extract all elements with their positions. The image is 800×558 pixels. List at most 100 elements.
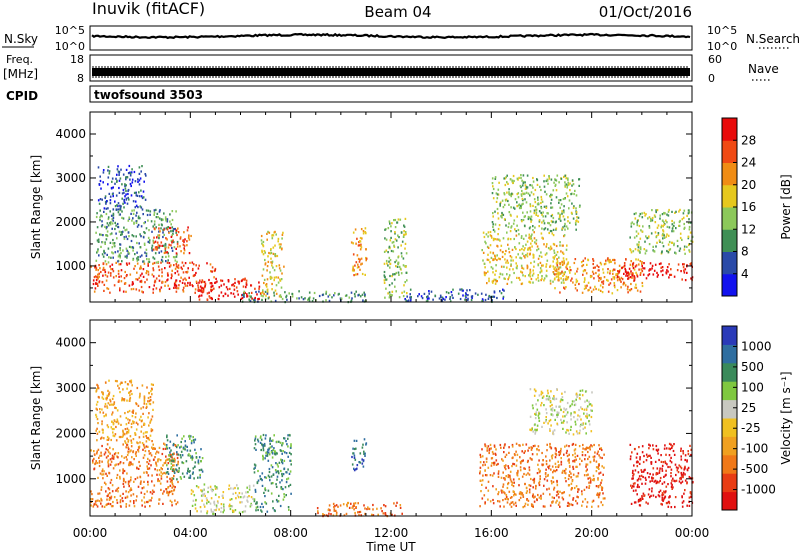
colorbar-segment [722,274,737,297]
colorbar-segment [722,229,737,252]
x-tick-label: 20:00 [574,526,609,540]
scatter-region [90,443,179,508]
scatter-region [98,165,147,211]
colorbar-tick-label: 12 [741,222,756,236]
y-tick-label: 2000 [55,215,86,229]
noise-trace [92,34,690,38]
noise-right-label: N.Search [746,32,800,46]
colorbar-segment [722,492,737,511]
colorbar-tick-label: 25 [741,401,756,415]
time-axis: 00:00 04:00 08:00 12:00 16:00 20:00 00:00 [73,526,710,540]
noise-right-tick-top: 10^5 [707,24,737,37]
noise-left-tick-bottom: 10^0 [55,40,85,53]
colorbar-tick-label: -500 [741,462,768,476]
colorbar-tick-label: -1000 [741,483,776,497]
y-tick-label: 4000 [55,336,86,350]
y-tick-label: 1000 [55,259,86,273]
freq-right-tick-top: 60 [708,53,722,66]
colorbar-segment [722,185,737,208]
freq-left-tick-bottom: 8 [77,72,84,85]
scatter-region [404,288,504,303]
nave-label: Nave [748,62,779,76]
noise-left-tick-top: 10^5 [55,24,85,37]
scatter-region [529,388,593,435]
y-tick-label: 4000 [55,127,86,141]
scatter-region [630,443,694,508]
noise-strip: N.Sky 10^5 10^0 10^5 10^0 N.Search [2,24,800,53]
scatter-region [261,231,285,299]
scatter-region [191,483,255,515]
scatter-region [554,257,643,294]
freq-left-label: Freq. [6,53,33,66]
colorbar-tick-label: -25 [741,421,761,435]
cpid-strip: CPID twofsound 3503 [6,86,692,103]
scatter-region [629,209,693,255]
colorbar-title: Velocity [m s⁻¹] [779,371,793,464]
colorbar-segment [722,207,737,230]
noise-right-tick-bottom: 10^0 [707,40,737,53]
scatter-region [351,227,368,276]
colorbar-tick-label: 100 [741,380,764,394]
colorbar-tick-label: 500 [741,360,764,374]
colorbar-tick-label: 16 [741,200,756,214]
scatter-region [166,434,204,480]
freq-left-tick-top: 18 [70,53,84,66]
y-tick-label: 3000 [55,381,86,395]
frequency-strip: Freq. [MHz] 18 8 60 0 Nave [3,53,779,85]
colorbar-segment [722,400,737,419]
colorbar-tick-label: 1000 [741,339,772,353]
x-tick-label: 00:00 [73,526,108,540]
x-tick-label: 08:00 [273,526,308,540]
cpid-label: CPID [6,89,38,103]
beam-title: Beam 04 [364,3,431,21]
scatter-region [95,380,154,445]
data-region-cells [90,165,693,303]
x-tick-label: 00:00 [675,526,710,540]
colorbar-segment [722,363,737,382]
scatter-region [253,434,292,513]
power-panel: 1000 2000 3000 4000 Slant Range [km] 4 8 12 16 20… [29,112,793,303]
colorbar-segment [722,326,737,345]
x-tick-label: 12:00 [374,526,409,540]
freq-left-unit: [MHz] [3,67,38,81]
y-tick-label: 2000 [55,426,86,440]
y-axis-title: Slant Range [km] [29,155,43,259]
scatter-region [317,502,403,518]
cpid-value: twofsound 3503 [94,88,203,102]
colorbar-tick-label: 4 [741,267,749,281]
colorbar-segment [722,163,737,186]
scatter-region [492,174,581,233]
y-axis-title: Slant Range [km] [29,366,43,470]
colorbar-segment [722,140,737,163]
scatter-region [242,290,367,303]
velocity-panel: 1000 2000 3000 4000 Slant Range [km] 1000 500 1… [29,320,793,517]
station-title: Inuvik (fitACF) [92,0,205,18]
noise-left-label: N.Sky [4,32,38,46]
colorbar-segment [722,118,737,141]
scatter-region [481,231,567,285]
freq-right-tick-bottom: 0 [708,72,715,85]
colorbar-tick-label: 20 [741,178,756,192]
colorbar-segment [722,418,737,437]
colorbar-tick-label: -100 [741,442,768,456]
colorbar-segment [722,344,737,363]
y-tick-label: 3000 [55,171,86,185]
scatter-region [479,443,606,509]
colorbar-title: Power [dB] [779,174,793,239]
colorbar-tick-label: 24 [741,156,756,170]
scatter-region [617,262,693,281]
colorbar-tick-label: 8 [741,245,749,259]
x-axis-title: Time UT [365,540,416,554]
x-tick-label: 04:00 [173,526,208,540]
data-region-cells [90,380,694,518]
scatter-region [90,262,216,295]
colorbar-segment [722,381,737,400]
scatter-region [351,438,367,471]
scatter-region [198,278,261,301]
colorbar-segment [722,455,737,474]
colorbar-segment [722,252,737,275]
x-tick-label: 16:00 [474,526,509,540]
y-tick-label: 1000 [55,472,86,486]
